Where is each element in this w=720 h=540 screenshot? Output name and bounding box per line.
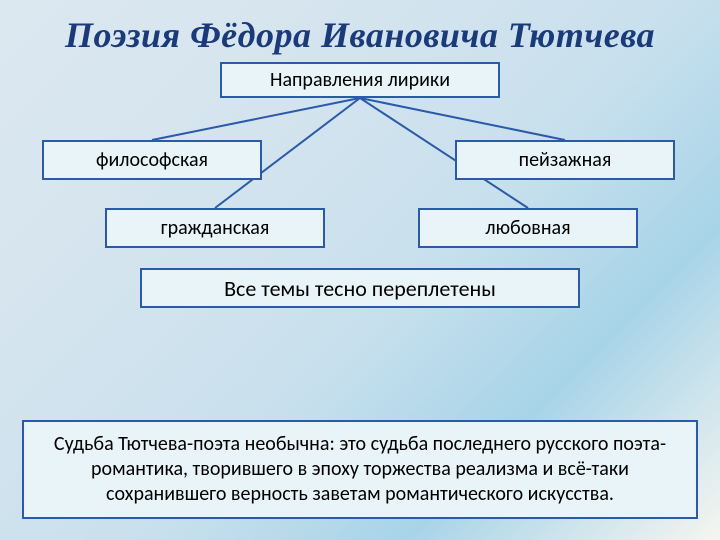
- branch-philosophical: философская: [42, 140, 262, 180]
- branch-civic: гражданская: [105, 208, 325, 248]
- conclusion-box: Все темы тесно переплетены: [140, 268, 580, 308]
- paragraph-box: Судьба Тютчева-поэта необычна: это судьб…: [22, 420, 698, 519]
- branch-landscape: пейзажная: [455, 140, 675, 180]
- page-title: Поэзия Фёдора Ивановича Тютчева: [0, 0, 720, 56]
- subtitle-box: Направления лирики: [220, 62, 500, 98]
- branch-love: любовная: [418, 208, 638, 248]
